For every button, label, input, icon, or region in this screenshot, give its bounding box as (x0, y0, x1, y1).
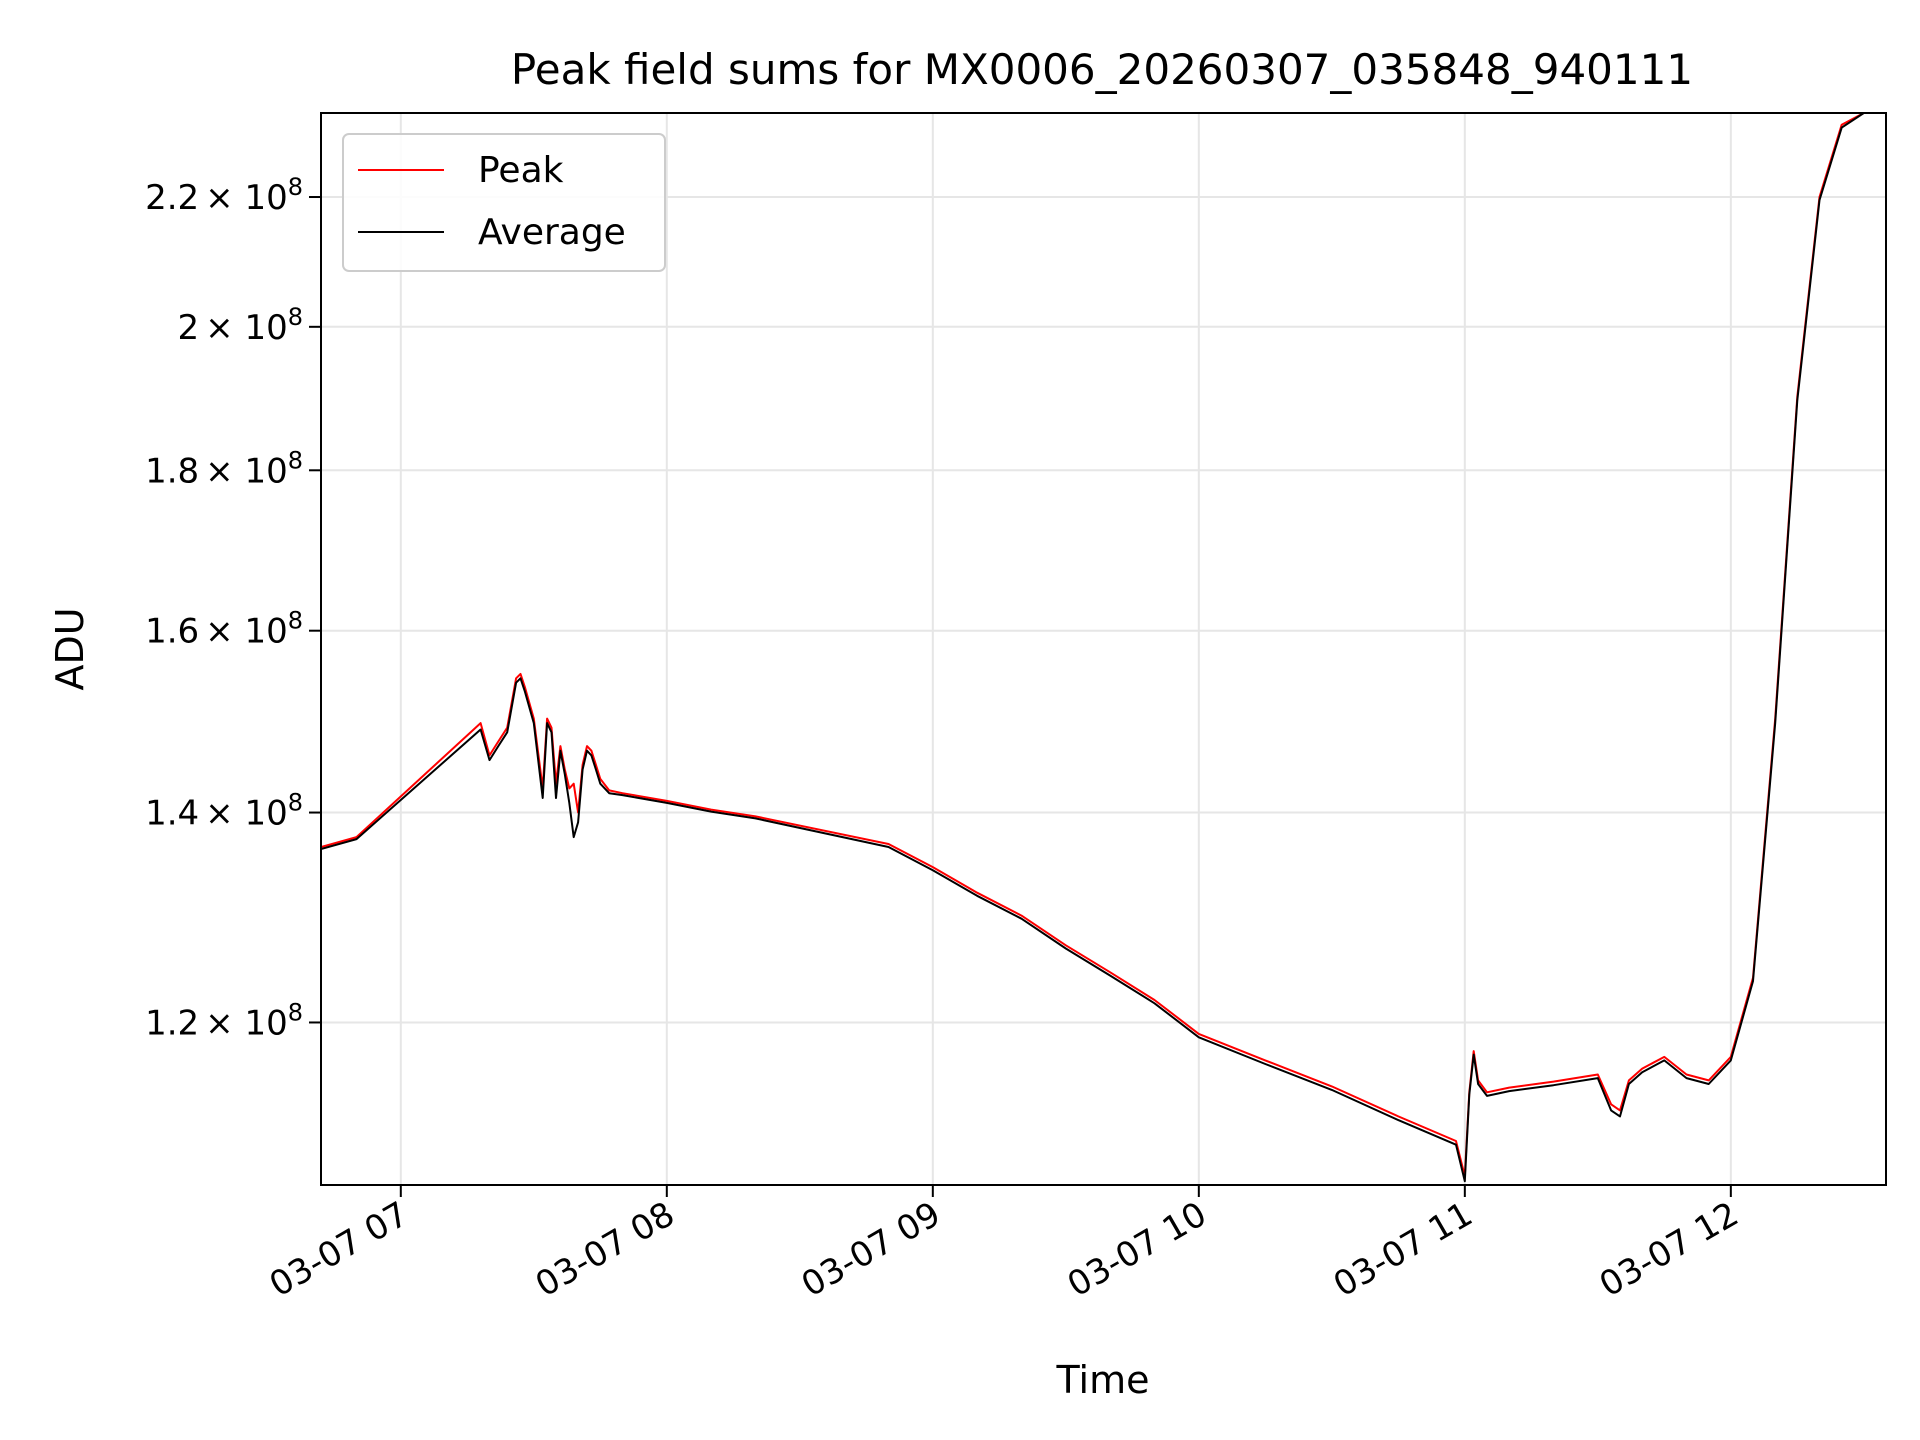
y-tick-label: 1.4 × 108 (145, 789, 303, 834)
y-tick-label: 2 × 108 (178, 303, 303, 348)
plot-area-frame (320, 112, 1887, 1186)
y-tick-mantissa: 1.4 (145, 794, 199, 834)
y-tick-mantissa: 2.2 (145, 178, 199, 218)
legend-label-average: Average (478, 212, 626, 253)
y-tick-base: × 10 (205, 612, 288, 652)
y-tick-mantissa: 1.6 (145, 612, 199, 652)
y-tick-base: × 10 (205, 451, 288, 491)
x-axis-label: Time (1056, 1358, 1150, 1402)
y-tick-label: 1.8 × 108 (145, 446, 303, 491)
series-lines (321, 113, 1886, 1183)
y-tick-mantissa: 1.8 (145, 451, 199, 491)
y-tick-exponent: 8 (288, 173, 303, 201)
chart-title: Peak field sums for MX0006_20260307_0358… (511, 45, 1693, 94)
legend-label-peak: Peak (478, 150, 564, 191)
y-tick-exponent: 8 (288, 789, 303, 817)
legend: Peak Average (342, 133, 666, 272)
legend-box (342, 133, 666, 272)
y-tick-base: × 10 (205, 308, 288, 348)
series-line-average (321, 113, 1886, 1183)
y-tick-base: × 10 (205, 794, 288, 834)
y-tick-mantissa: 2 (178, 308, 200, 348)
y-tick-label: 2.2 × 108 (145, 173, 303, 218)
y-tick-base: × 10 (205, 178, 288, 218)
y-tick-base: × 10 (205, 1003, 288, 1043)
y-tick-exponent: 8 (288, 446, 303, 474)
y-tick-mantissa: 1.2 (145, 1003, 199, 1043)
y-tick-exponent: 8 (288, 998, 303, 1026)
y-tick-exponent: 8 (288, 607, 303, 635)
y-axis-label: ADU (48, 607, 92, 690)
y-tick-label: 1.2 × 108 (145, 998, 303, 1043)
y-tick-label: 1.6 × 108 (145, 607, 303, 652)
y-tick-exponent: 8 (288, 303, 303, 331)
